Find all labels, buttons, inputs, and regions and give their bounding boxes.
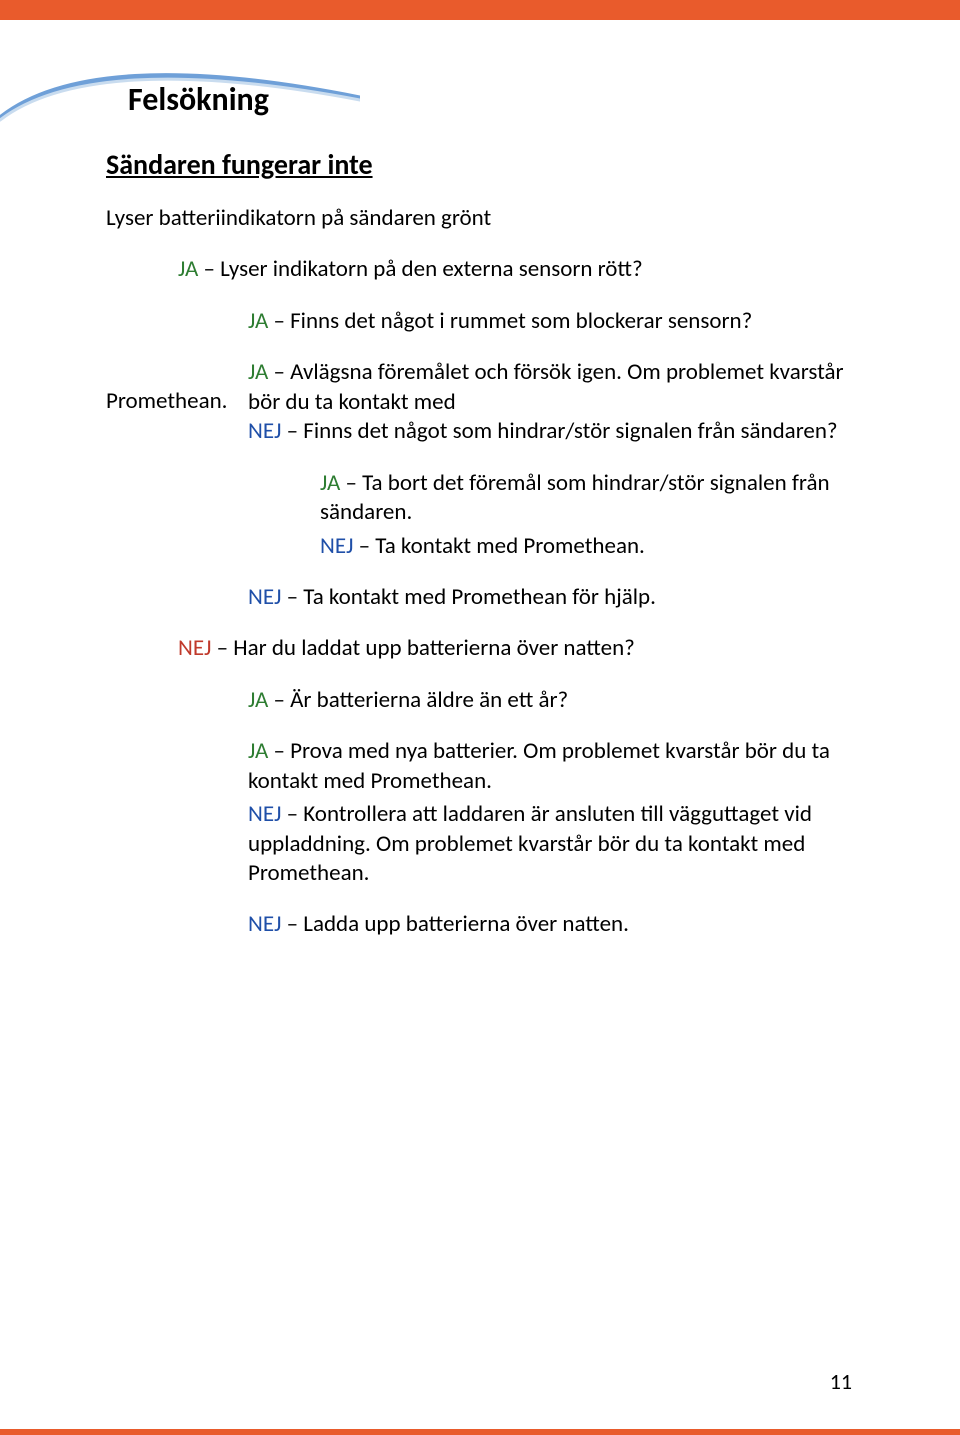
line-2: JA – Finns det något i rummet som blocke… bbox=[248, 307, 860, 336]
line-2-text: – Finns det något i rummet som blockerar… bbox=[268, 307, 752, 335]
ja-label: JA bbox=[248, 737, 268, 765]
line-10-text: – Prova med nya batterier. Om problemet … bbox=[248, 737, 830, 794]
ja-label: JA bbox=[248, 307, 268, 335]
nej-label: NEJ bbox=[248, 800, 281, 828]
section-heading: Sändaren fungerar inte bbox=[106, 147, 860, 182]
line-3: JA – Avlägsna föremålet och försök igen.… bbox=[248, 358, 860, 417]
line-4-text: – Finns det något som hindrar/stör signa… bbox=[281, 417, 837, 445]
page-title: Felsökning bbox=[128, 80, 860, 119]
content-area: Felsökning Sändaren fungerar inte Lyser … bbox=[0, 20, 960, 940]
page-number: 11 bbox=[830, 1368, 852, 1395]
line-10: JA – Prova med nya batterier. Om problem… bbox=[248, 737, 860, 796]
ja-label: JA bbox=[320, 469, 340, 497]
ja-label: JA bbox=[248, 686, 268, 714]
line-8: NEJ – Har du laddat upp batterierna över… bbox=[178, 634, 860, 663]
top-accent-bar bbox=[0, 0, 960, 20]
line-5-text: – Ta bort det föremål som hindrar/stör s… bbox=[320, 469, 830, 526]
line-5: JA – Ta bort det föremål som hindrar/stö… bbox=[320, 469, 860, 528]
line-9: JA – Är batterierna äldre än ett år? bbox=[248, 686, 860, 715]
bottom-accent-bar bbox=[0, 1429, 960, 1435]
line-6-text: – Ta kontakt med Promethean. bbox=[353, 532, 644, 560]
line-9-text: – Är batterierna äldre än ett år? bbox=[268, 686, 568, 714]
line-7: NEJ – Ta kontakt med Promethean för hjäl… bbox=[248, 583, 860, 612]
nej-label: NEJ bbox=[320, 532, 353, 560]
page: Felsökning Sändaren fungerar inte Lyser … bbox=[0, 0, 960, 1435]
line-8-text: – Har du laddat upp batterierna över nat… bbox=[211, 634, 634, 662]
line-11-text: – Kontrollera att laddaren är ansluten t… bbox=[248, 800, 812, 887]
line-3-block: JA – Avlägsna föremålet och försök igen.… bbox=[248, 358, 860, 446]
line-12-text: – Ladda upp batterierna över natten. bbox=[281, 910, 629, 938]
line-7-text: – Ta kontakt med Promethean för hjälp. bbox=[281, 583, 656, 611]
line-1-text: – Lyser indikatorn på den externa sensor… bbox=[198, 255, 642, 283]
line-1: JA – Lyser indikatorn på den externa sen… bbox=[178, 255, 860, 284]
nej-label: NEJ bbox=[248, 583, 281, 611]
line-4: NEJ – Finns det något som hindrar/stör s… bbox=[248, 417, 860, 446]
nej-label: NEJ bbox=[248, 910, 281, 938]
line-3-text: – Avlägsna föremålet och försök igen. Om… bbox=[248, 358, 844, 415]
ja-label: JA bbox=[248, 358, 268, 386]
line-11: NEJ – Kontrollera att laddaren är anslut… bbox=[248, 800, 860, 888]
nej-label: NEJ bbox=[178, 634, 211, 662]
line-6: NEJ – Ta kontakt med Promethean. bbox=[320, 532, 860, 561]
root-question: Lyser batteriindikatorn på sändaren grön… bbox=[106, 204, 860, 233]
nej-label: NEJ bbox=[248, 417, 281, 445]
ja-label: JA bbox=[178, 255, 198, 283]
line-12: NEJ – Ladda upp batterierna över natten. bbox=[248, 910, 860, 939]
line-3-hanging-word: Promethean. bbox=[106, 387, 228, 415]
